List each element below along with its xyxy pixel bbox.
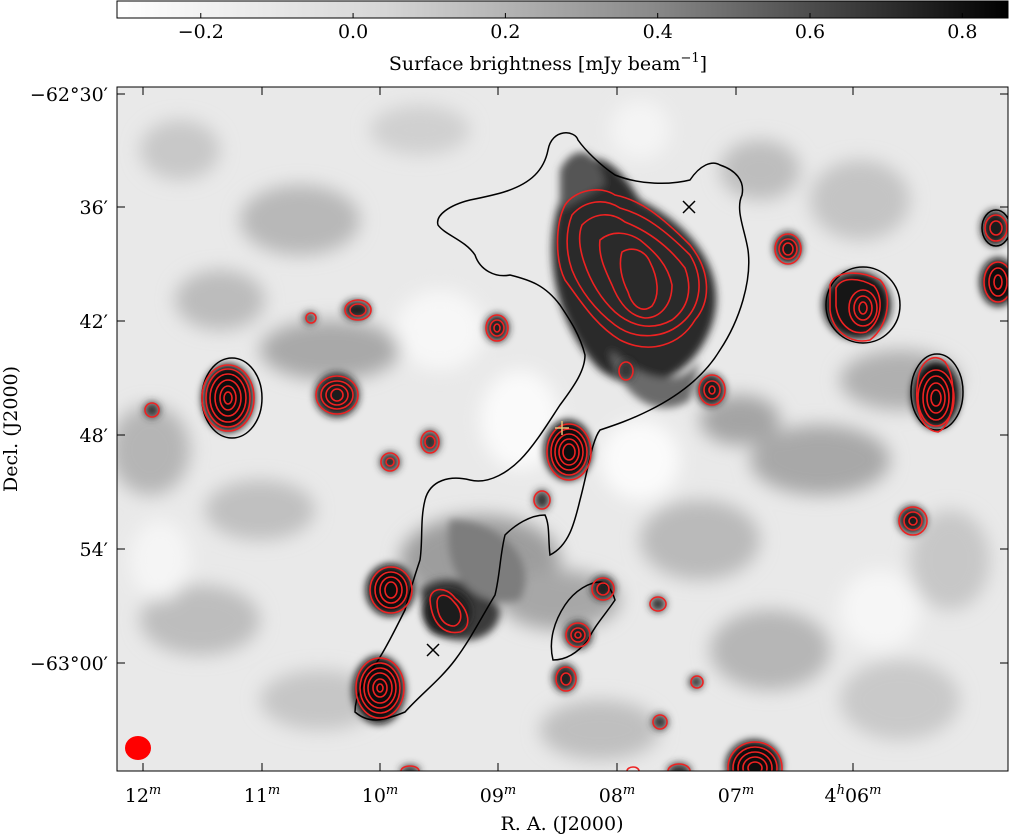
x-tick-label: 4h06m — [825, 783, 882, 807]
colorbar-tick-label: −0.2 — [178, 21, 224, 43]
y-tick-label: −62°30′ — [30, 84, 108, 106]
colorbar-gradient — [116, 0, 1009, 19]
x-tick-label: 12m — [125, 783, 162, 807]
cross-marker-south — [426, 643, 440, 657]
y-tick-label: 42′ — [80, 311, 109, 333]
colorbar-tick-label: 0.6 — [795, 21, 825, 43]
y-axis-title: Decl. (J2000) — [0, 366, 22, 492]
colorbar-tick-label: 0.8 — [947, 21, 977, 43]
plus-marker-center — [555, 421, 569, 435]
x-axis-title: R. A. (J2000) — [501, 813, 624, 835]
colorbar-title: Surface brightness [mJy beam−1] — [389, 51, 707, 75]
colorbar-tick-label: 0.2 — [490, 21, 520, 43]
y-tick-labels: −62°30′ 36′ 42′ 48′ 54′ −63°00′ — [30, 84, 108, 675]
red-contours — [144, 189, 1008, 771]
plot-frame — [116, 86, 1009, 772]
source-ring-a — [201, 364, 255, 432]
colorbar-tick-label: 0.0 — [338, 21, 368, 43]
y-tick-label: 54′ — [80, 539, 109, 561]
sky-image — [117, 87, 1008, 771]
colorbar: −0.2 0.0 0.2 0.4 0.6 0.8 Surface brightness [… — [116, 0, 1009, 75]
y-tick-label: −63°00′ — [30, 653, 108, 675]
cross-marker-north — [682, 200, 696, 214]
x-tick-label: 09m — [480, 783, 517, 807]
x-tick-label: 08m — [599, 783, 636, 807]
x-tick-label: 11m — [244, 783, 281, 807]
x-tick-label: 07m — [718, 783, 755, 807]
colorbar-ticks: −0.2 0.0 0.2 0.4 0.6 0.8 — [178, 13, 977, 43]
noise-texture — [117, 100, 990, 760]
y-tick-label: 36′ — [80, 197, 109, 219]
colorbar-tick-label: 0.4 — [643, 21, 673, 43]
beam-ellipse — [125, 736, 151, 760]
frame-ticks — [117, 87, 1008, 771]
y-tick-label: 48′ — [80, 425, 109, 447]
x-tick-label: 10m — [362, 783, 399, 807]
x-tick-labels: 12m 11m 10m 09m 08m 07m 4h06m — [125, 783, 882, 807]
